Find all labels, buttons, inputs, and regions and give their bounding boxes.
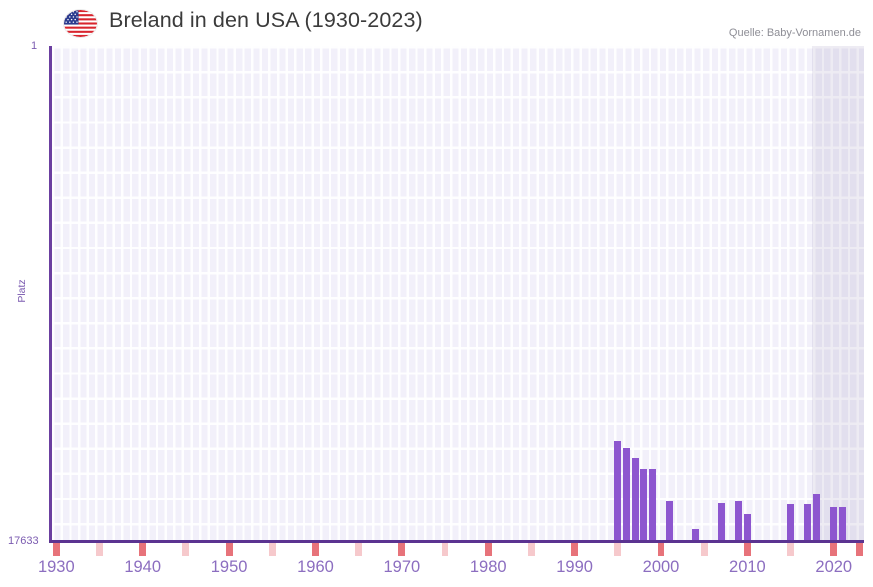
y-axis-title: Platz	[16, 279, 28, 303]
x-axis-label: 2000	[642, 558, 680, 576]
bar	[666, 501, 674, 540]
x-tick-minor	[614, 543, 622, 556]
us-flag-icon	[64, 10, 97, 37]
bar	[692, 529, 699, 540]
x-axis-label: 1970	[383, 558, 421, 576]
x-axis-label: 1940	[124, 558, 162, 576]
x-axis-tick-strip	[52, 543, 864, 556]
plot-area	[52, 46, 864, 540]
x-tick-minor	[527, 543, 535, 556]
page-title: Breland in den USA (1930-2023)	[109, 8, 423, 32]
chart-header: Breland in den USA (1930-2023) Quelle: B…	[0, 0, 873, 44]
x-tick-major	[856, 543, 864, 556]
bar	[830, 506, 838, 540]
bar	[622, 448, 630, 540]
x-axis-label: 2020	[815, 558, 853, 576]
x-tick-minor	[787, 543, 795, 556]
x-tick-minor	[700, 543, 708, 556]
x-axis-label: 1960	[297, 558, 334, 576]
x-axis-label: 1980	[469, 558, 507, 576]
x-axis-label: 2010	[729, 558, 766, 576]
x-tick-major	[571, 543, 579, 556]
x-tick-major	[830, 543, 838, 556]
x-tick-minor	[441, 543, 449, 556]
grid-horizontal	[52, 46, 864, 540]
chart-plot	[49, 46, 864, 543]
x-tick-minor	[182, 543, 190, 556]
x-axis-label: 1930	[37, 558, 75, 576]
x-tick-major	[312, 543, 319, 556]
x-tick-major	[484, 543, 492, 556]
bar	[648, 469, 656, 540]
bar	[631, 457, 639, 540]
source-attribution: Quelle: Baby-Vornamen.de	[728, 27, 861, 39]
x-tick-major	[52, 543, 60, 556]
bar	[735, 501, 743, 540]
bar	[640, 469, 648, 540]
y-axis-top-label: 1	[31, 40, 38, 52]
x-tick-major	[743, 543, 751, 556]
x-tick-major	[225, 543, 233, 556]
x-tick-major	[139, 543, 147, 556]
bar	[804, 504, 812, 540]
x-tick-major	[657, 543, 665, 556]
x-axis-label: 1990	[556, 558, 593, 576]
bar	[743, 513, 751, 540]
x-axis-line	[49, 540, 864, 543]
x-tick-major	[398, 543, 406, 556]
x-tick-minor	[96, 543, 103, 556]
y-axis-bottom-label: 17633	[8, 535, 39, 547]
bar	[718, 502, 725, 540]
bar	[838, 506, 846, 540]
x-tick-minor	[355, 543, 363, 556]
y-axis-line	[49, 46, 52, 543]
bar	[614, 441, 622, 540]
bar	[813, 494, 820, 540]
x-axis-label: 1950	[210, 558, 248, 576]
bar	[787, 504, 795, 540]
x-tick-minor	[268, 543, 276, 556]
